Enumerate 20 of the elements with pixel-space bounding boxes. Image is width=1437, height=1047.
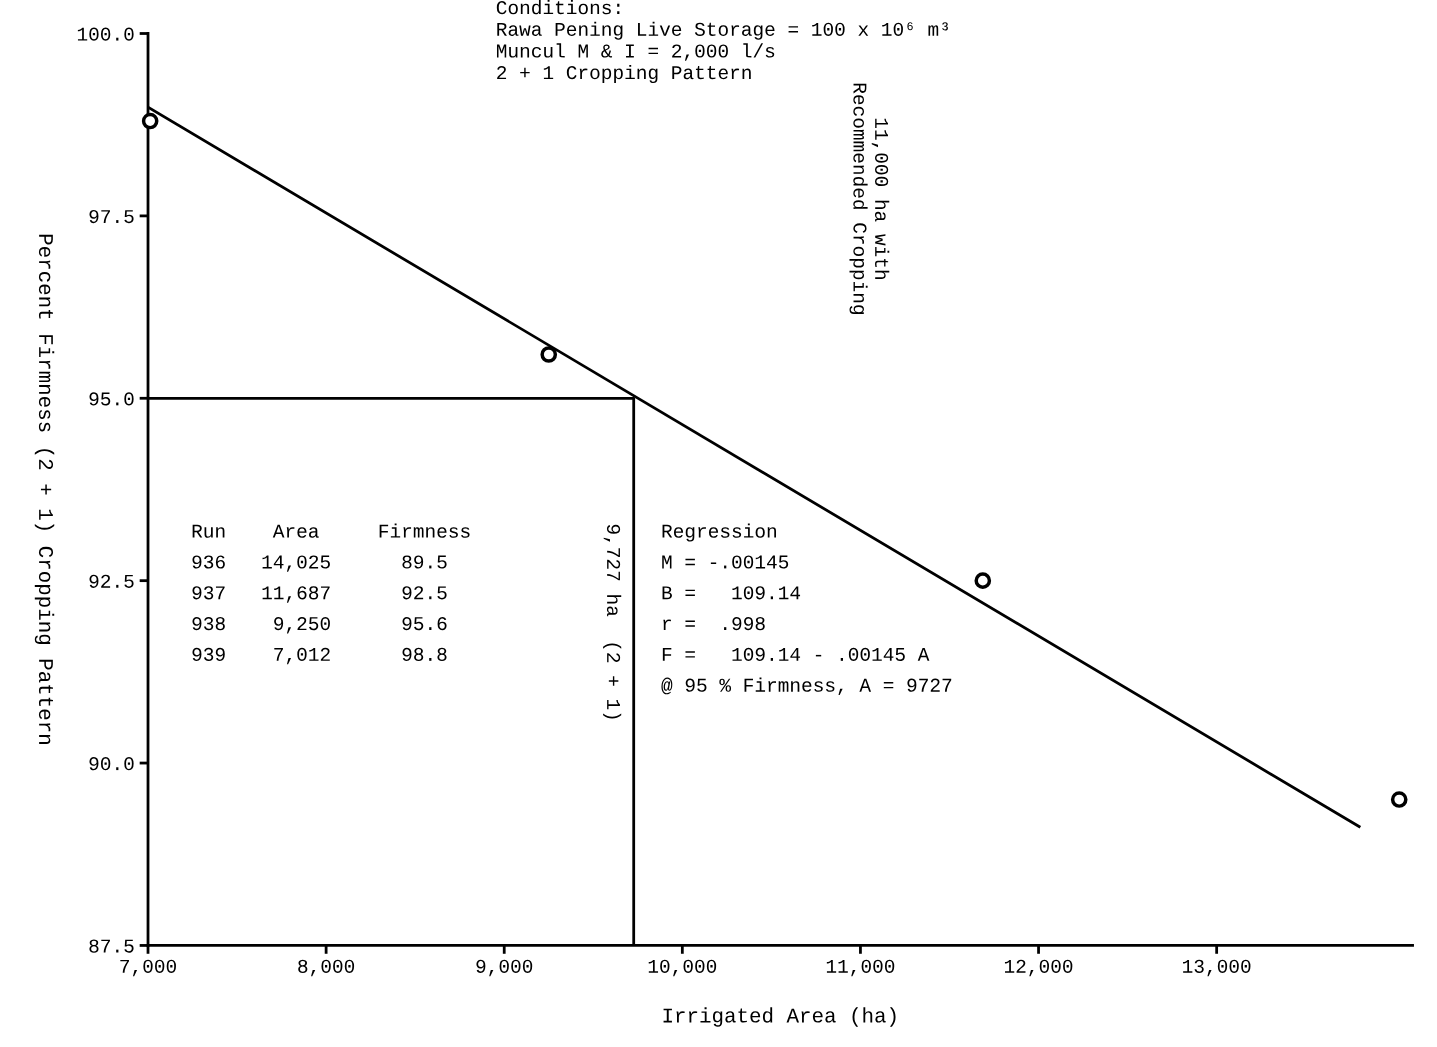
x-axis-title: Irrigated Area (ha) bbox=[663, 1007, 896, 1027]
y-tick-label: 90.0 bbox=[89, 757, 134, 771]
y-tick-label: 87.5 bbox=[89, 939, 134, 953]
annotation: 11,000 ha with Recommended Cropping bbox=[849, 83, 890, 314]
x-tick-label: 11,000 bbox=[826, 959, 895, 977]
y-tick-label: 92.5 bbox=[89, 574, 134, 588]
x-tick-label: 7,000 bbox=[120, 959, 176, 977]
x-tick-label: 10,000 bbox=[648, 959, 717, 977]
annotation: Run Area Firmness 936 14,025 89.5 937 11,687 92.5 938 9,250 95.6 939 7,012 98.8 bbox=[192, 523, 470, 665]
annotation: Conditions: Rawa Pening Live Storage = 100 x 10⁶ m³ Muncul M & I = 2,000 l/s 2 + 1 Cropping Pattern bbox=[496, 0, 948, 84]
annotation: Regression M = -.00145 B = 109.14 r = .998 F = 109.14 - .00145 A @ 95 % Firmness, A = 9727 bbox=[661, 523, 952, 696]
y-tick-label: 97.5 bbox=[89, 209, 134, 224]
annotation: 9,727 ha (2 + 1) bbox=[603, 524, 622, 719]
x-tick-label: 12,000 bbox=[1004, 959, 1073, 977]
x-tick-label: 9,000 bbox=[476, 959, 533, 977]
x-tick-label: 13,000 bbox=[1183, 959, 1251, 977]
x-tick-label: 8,000 bbox=[298, 959, 355, 977]
y-axis-title: Percent Firmness (2 + 1) Cropping Pattern bbox=[34, 234, 55, 744]
y-tick-label: 95.0 bbox=[89, 392, 134, 406]
y-tick-label: 100.0 bbox=[77, 27, 134, 41]
